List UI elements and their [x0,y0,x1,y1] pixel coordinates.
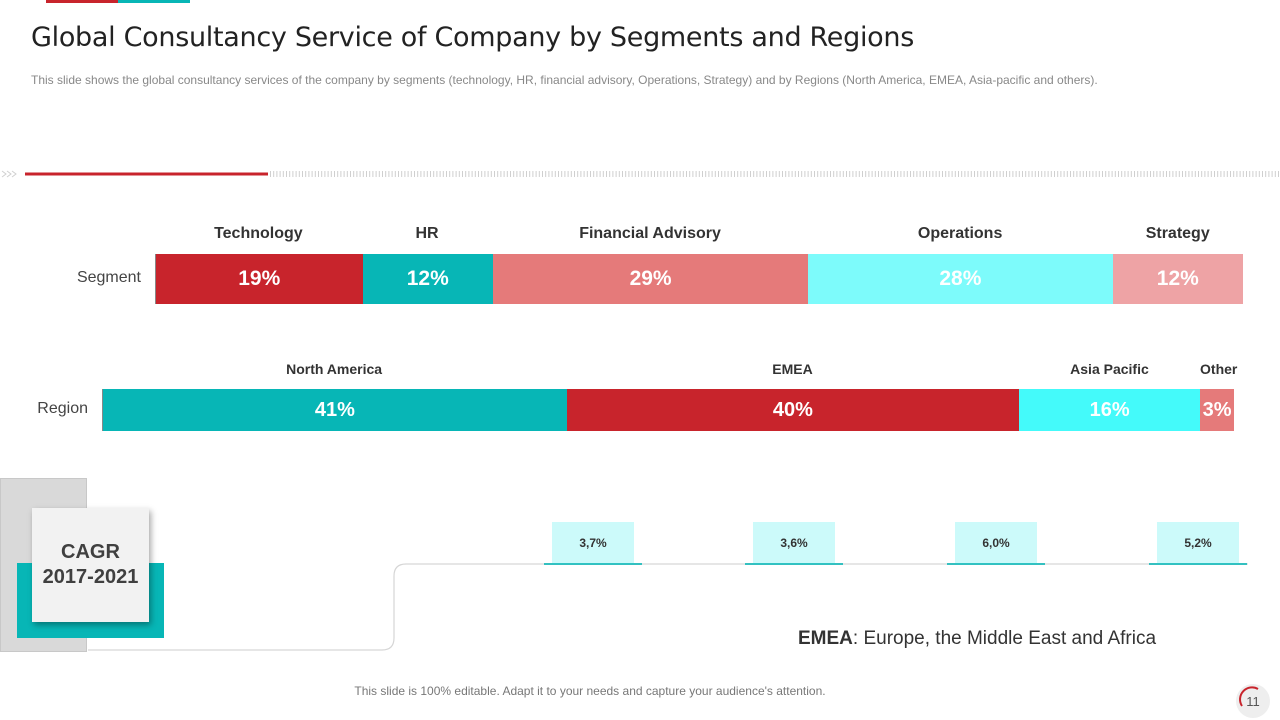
top-accent-teal [118,0,190,3]
category-label: Strategy [1145,225,1210,242]
cagr-value-asia-pacific: 6,0% [947,522,1045,565]
bar-segment-operations: 28% [808,254,1113,304]
divider-arrows-icon [1,170,17,178]
category-label: North America [286,361,383,377]
cagr-period: 2017-2021 [42,566,139,588]
page-title: Global Consultancy Service of Company by… [31,22,914,53]
emea-note-definition: : Europe, the Middle East and Africa [852,628,1157,649]
bar-segment-north-america: 41% [103,389,567,431]
page-subtitle: This slide shows the global consultancy … [31,73,1098,87]
bar-value-label: 19% [238,267,281,290]
emea-note-term: EMEA [798,628,853,649]
cagr-title: CAGR [61,541,120,563]
bar-segment-hr: 12% [362,254,493,304]
bar-value-label: 40% [772,398,813,421]
footer-text: This slide is 100% editable. Adapt it to… [354,684,826,698]
page-number-badge: 11 [1236,684,1270,718]
bar-segment-financial-advisory: 29% [492,254,809,304]
category-label: EMEA [772,361,813,377]
category-label: Technology [214,225,303,242]
category-label: Financial Advisory [579,225,721,242]
category-label: Other [1200,361,1238,377]
bar-segment-other: 3% [1200,389,1234,431]
page-number: 11 [1246,693,1260,709]
bar-value-label: 29% [629,267,672,290]
cagr-value-other: 5,2% [1149,522,1247,565]
cagr-value-north-america: 3,7% [544,522,642,565]
bar-segment-asia-pacific: 16% [1019,389,1201,431]
region-bar: 41% 40% 16% 3% [102,389,1234,431]
bar-value-label: 28% [939,267,982,290]
cagr-value-emea: 3,6% [745,522,843,565]
page-number-arc-icon [1239,686,1259,707]
bar-value-label: 41% [314,398,355,421]
bar-segment-emea: 40% [566,389,1020,431]
region-row-label: Region [37,400,88,417]
segment-bar: 19% 12% 29% 28% 12% [155,254,1243,304]
category-label: Operations [917,225,1003,242]
segment-row-label: Segment [76,269,141,286]
section-divider [1,170,1280,178]
bar-segment-technology: 19% [156,254,363,304]
cagr-card: CAGR 2017-2021 [32,508,149,622]
bar-value-label: 16% [1089,398,1130,421]
category-label: HR [415,225,439,242]
bar-value-label: 12% [406,267,449,290]
bar-segment-strategy: 12% [1112,254,1243,304]
emea-note: EMEA: Europe, the Middle East and Africa [798,628,1156,650]
bar-value-label: 3% [1202,398,1232,421]
top-accent-red [46,0,118,3]
category-label: Asia Pacific [1070,361,1149,377]
bar-value-label: 12% [1156,267,1199,290]
